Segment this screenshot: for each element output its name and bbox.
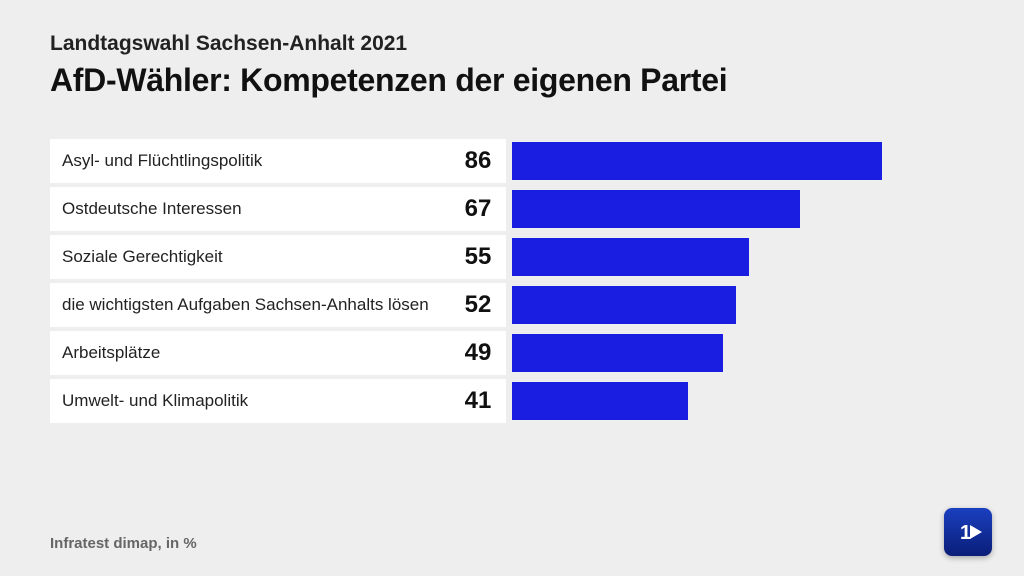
chart-row-value: 86 (450, 139, 506, 183)
chart-row-bar-cell (506, 139, 974, 183)
chart-row-label: Soziale Gerechtigkeit (50, 235, 450, 279)
chart-row-bar-cell (506, 187, 974, 231)
chart-row: Umwelt- und Klimapolitik41 (50, 379, 974, 423)
chart-bar (512, 238, 749, 276)
chart-row-label: Umwelt- und Klimapolitik (50, 379, 450, 423)
chart-row-bar-cell (506, 283, 974, 327)
chart-bar (512, 142, 882, 180)
chart-row-value: 67 (450, 187, 506, 231)
chart-row-label: Asyl- und Flüchtlingspolitik (50, 139, 450, 183)
chart-row-label: Arbeitsplätze (50, 331, 450, 375)
page-title: AfD-Wähler: Kompetenzen der eigenen Part… (50, 62, 974, 99)
source-footer: Infratest dimap, in % (50, 535, 197, 552)
chart-row-bar-cell (506, 235, 974, 279)
chart-bar (512, 382, 688, 420)
chart-row: Arbeitsplätze49 (50, 331, 974, 375)
subtitle: Landtagswahl Sachsen-Anhalt 2021 (50, 32, 974, 56)
chart-row-label: die wichtigsten Aufgaben Sachsen-Anhalts… (50, 283, 450, 327)
page: Landtagswahl Sachsen-Anhalt 2021 AfD-Wäh… (0, 0, 1024, 576)
svg-text:1: 1 (960, 522, 971, 544)
chart-row: Ostdeutsche Interessen67 (50, 187, 974, 231)
chart-row-value: 49 (450, 331, 506, 375)
chart-bar (512, 286, 736, 324)
chart-row: die wichtigsten Aufgaben Sachsen-Anhalts… (50, 283, 974, 327)
chart-row-value: 41 (450, 379, 506, 423)
chart-row-bar-cell (506, 379, 974, 423)
chart-row-value: 55 (450, 235, 506, 279)
chart-row-label: Ostdeutsche Interessen (50, 187, 450, 231)
chart-row: Soziale Gerechtigkeit55 (50, 235, 974, 279)
chart-row-bar-cell (506, 331, 974, 375)
das-erste-icon: 1 (948, 512, 988, 552)
chart-bar (512, 334, 723, 372)
competence-chart: Asyl- und Flüchtlingspolitik86Ostdeutsch… (50, 139, 974, 423)
chart-bar (512, 190, 800, 228)
chart-row-value: 52 (450, 283, 506, 327)
broadcaster-logo: 1 (944, 508, 992, 556)
chart-row: Asyl- und Flüchtlingspolitik86 (50, 139, 974, 183)
